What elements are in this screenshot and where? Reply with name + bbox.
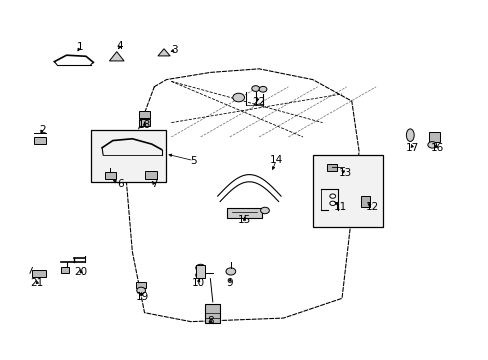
Circle shape (225, 268, 235, 275)
Text: 19: 19 (135, 292, 148, 302)
Polygon shape (109, 51, 124, 61)
Bar (205, 304, 220, 323)
Bar (227, 208, 261, 218)
Text: 12: 12 (365, 202, 378, 212)
Bar (428, 132, 439, 142)
Text: 18: 18 (138, 121, 151, 130)
Ellipse shape (406, 129, 413, 141)
Text: 5: 5 (190, 156, 197, 166)
Bar (136, 282, 146, 288)
Circle shape (329, 201, 335, 206)
Bar (327, 164, 336, 171)
Text: 14: 14 (269, 155, 282, 165)
Bar (139, 120, 150, 126)
Text: 7: 7 (151, 179, 157, 189)
Text: 13: 13 (339, 168, 352, 178)
Text: 1: 1 (77, 42, 83, 51)
Bar (34, 137, 46, 144)
Text: 3: 3 (171, 45, 178, 55)
Bar (91, 130, 166, 182)
Bar (312, 155, 383, 226)
Bar (360, 196, 369, 207)
Circle shape (137, 287, 145, 294)
Circle shape (195, 264, 205, 271)
Bar (105, 172, 116, 179)
Circle shape (329, 194, 335, 198)
Circle shape (259, 86, 266, 92)
Text: 21: 21 (31, 278, 44, 288)
Circle shape (251, 86, 259, 91)
Text: 8: 8 (206, 316, 213, 326)
Text: 17: 17 (405, 143, 419, 153)
Bar (61, 267, 69, 273)
Bar (196, 265, 204, 278)
Text: 20: 20 (75, 267, 87, 277)
Circle shape (195, 271, 205, 279)
Bar (144, 171, 157, 179)
Polygon shape (158, 49, 170, 56)
Text: 2: 2 (39, 125, 45, 135)
Text: 6: 6 (117, 179, 123, 189)
Circle shape (232, 93, 244, 102)
Circle shape (427, 141, 436, 148)
Circle shape (260, 207, 269, 214)
Bar (139, 111, 150, 118)
Text: 11: 11 (333, 202, 346, 212)
Bar (32, 270, 45, 277)
Text: 9: 9 (226, 278, 233, 288)
Text: 22: 22 (252, 97, 265, 107)
Text: 15: 15 (237, 215, 251, 225)
Text: 10: 10 (191, 278, 204, 288)
Text: 16: 16 (429, 143, 443, 153)
Text: 4: 4 (117, 41, 123, 51)
